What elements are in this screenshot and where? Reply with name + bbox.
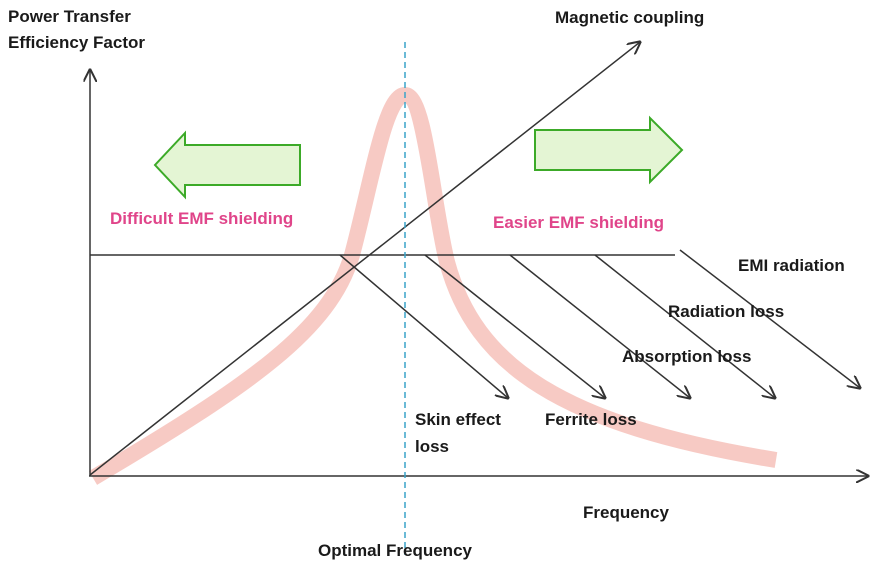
label: Magnetic coupling [555,8,704,27]
loss-arrow [339,254,508,398]
label: Frequency [583,503,670,522]
label: EMI radiation [738,256,845,275]
label: Radiation loss [668,302,784,321]
label: Optimal Frequency [318,541,473,560]
coupling-line [89,42,640,476]
label: Skin effect [415,410,501,429]
title: Efficiency Factor [8,33,145,52]
left-arrow [153,130,301,200]
label: Absorption loss [622,347,751,366]
right-arrow [534,115,684,185]
label: loss [415,437,449,456]
label: Easier EMF shielding [493,213,664,232]
label: Difficult EMF shielding [110,209,293,228]
title: Power Transfer [8,7,131,26]
label: Ferrite loss [545,410,637,429]
loss-arrow [509,254,690,398]
loss-arrow [424,254,605,398]
loss-arrow [594,254,775,398]
loss-arrow [679,249,860,388]
